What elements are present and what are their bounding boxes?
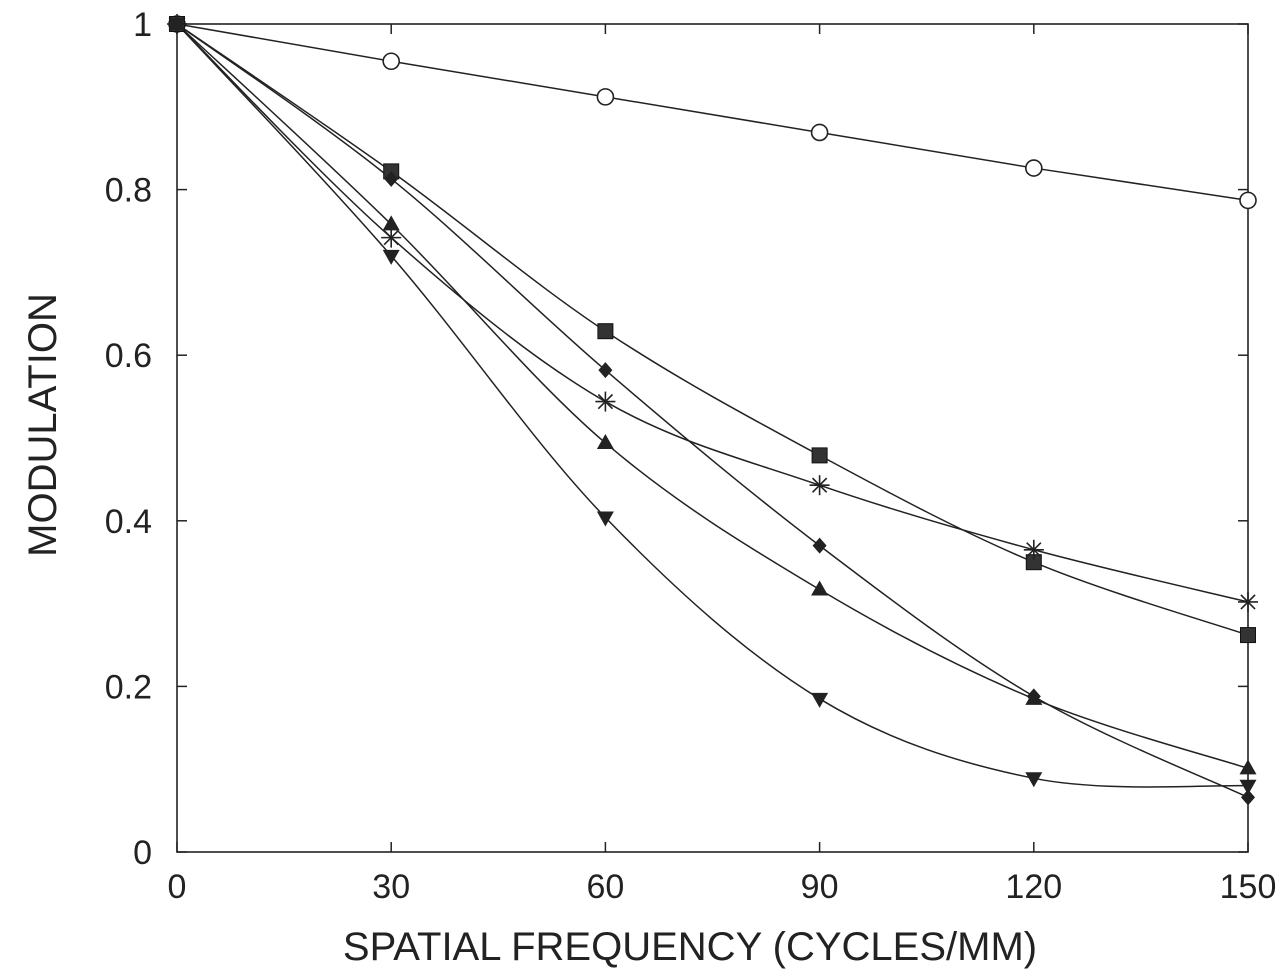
circle-marker (382, 52, 401, 71)
x-tick-label: 90 (801, 868, 839, 906)
plot-frame (176, 23, 1249, 853)
triangle-down-marker (811, 692, 829, 708)
triangle-down-marker (1025, 772, 1043, 788)
axis-ticks (176, 23, 1249, 853)
series-line-open-circle (176, 23, 1249, 202)
y-tick-label: 0.4 (105, 503, 152, 541)
y-tick-label: 0.8 (105, 172, 152, 210)
triangle-up-marker (382, 215, 400, 231)
triangle-up-marker (1025, 689, 1043, 705)
x-tick-label: 30 (372, 868, 410, 906)
triangle-up-marker (811, 580, 829, 596)
square-marker (1240, 627, 1256, 644)
diamond-marker (384, 170, 399, 187)
x-axis-title: SPATIAL FREQUENCY (CYCLES/MM) (343, 925, 1037, 969)
triangle-down-marker (596, 511, 614, 527)
series-markers-triangle-down (168, 18, 1257, 795)
series-line-asterisk (176, 23, 1249, 603)
y-tick-label: 0.6 (105, 337, 152, 375)
asterisk-marker (381, 227, 402, 248)
x-tick-label: 60 (586, 868, 624, 906)
series-markers (167, 14, 1258, 806)
triangle-up-marker (596, 433, 614, 449)
square-marker (811, 447, 828, 464)
asterisk-marker (809, 475, 830, 496)
y-tick-label: 0.2 (105, 668, 152, 706)
y-tick-label: 0 (133, 834, 152, 872)
circle-marker (810, 123, 829, 142)
circle-marker (596, 88, 615, 106)
x-tick-label: 150 (1220, 868, 1277, 906)
triangle-up-marker (1239, 759, 1257, 775)
circle-marker (1239, 191, 1257, 210)
diamond-marker (598, 362, 613, 379)
triangle-down-marker (168, 18, 186, 33)
series-markers-triangle-up (168, 15, 1257, 775)
series-markers-filled-square (169, 16, 1256, 644)
diamond-marker (812, 537, 827, 554)
triangle-down-marker (382, 249, 400, 265)
tick-labels: 0 30 60 90 120 150 0 0.2 0.4 0.6 0.8 1 (105, 6, 1277, 906)
series-line-triangle-up (176, 23, 1249, 770)
diamond-marker (1241, 789, 1255, 806)
series-line-filled-diamond (176, 23, 1249, 799)
asterisk-marker (1238, 591, 1258, 612)
y-tick-label: 1 (133, 6, 152, 44)
x-tick-label: 0 (168, 868, 187, 906)
series-line-filled-square (176, 23, 1249, 636)
circle-marker (1025, 159, 1043, 177)
triangle-down-marker (1239, 779, 1257, 795)
x-tick-label: 120 (1005, 868, 1062, 906)
y-axis-title: MODULATION (21, 293, 65, 557)
series-markers-open-circle (168, 15, 1257, 210)
asterisk-marker (595, 391, 616, 412)
square-marker (597, 323, 614, 340)
series-lines (176, 23, 1249, 799)
asterisk-marker (1023, 539, 1044, 560)
